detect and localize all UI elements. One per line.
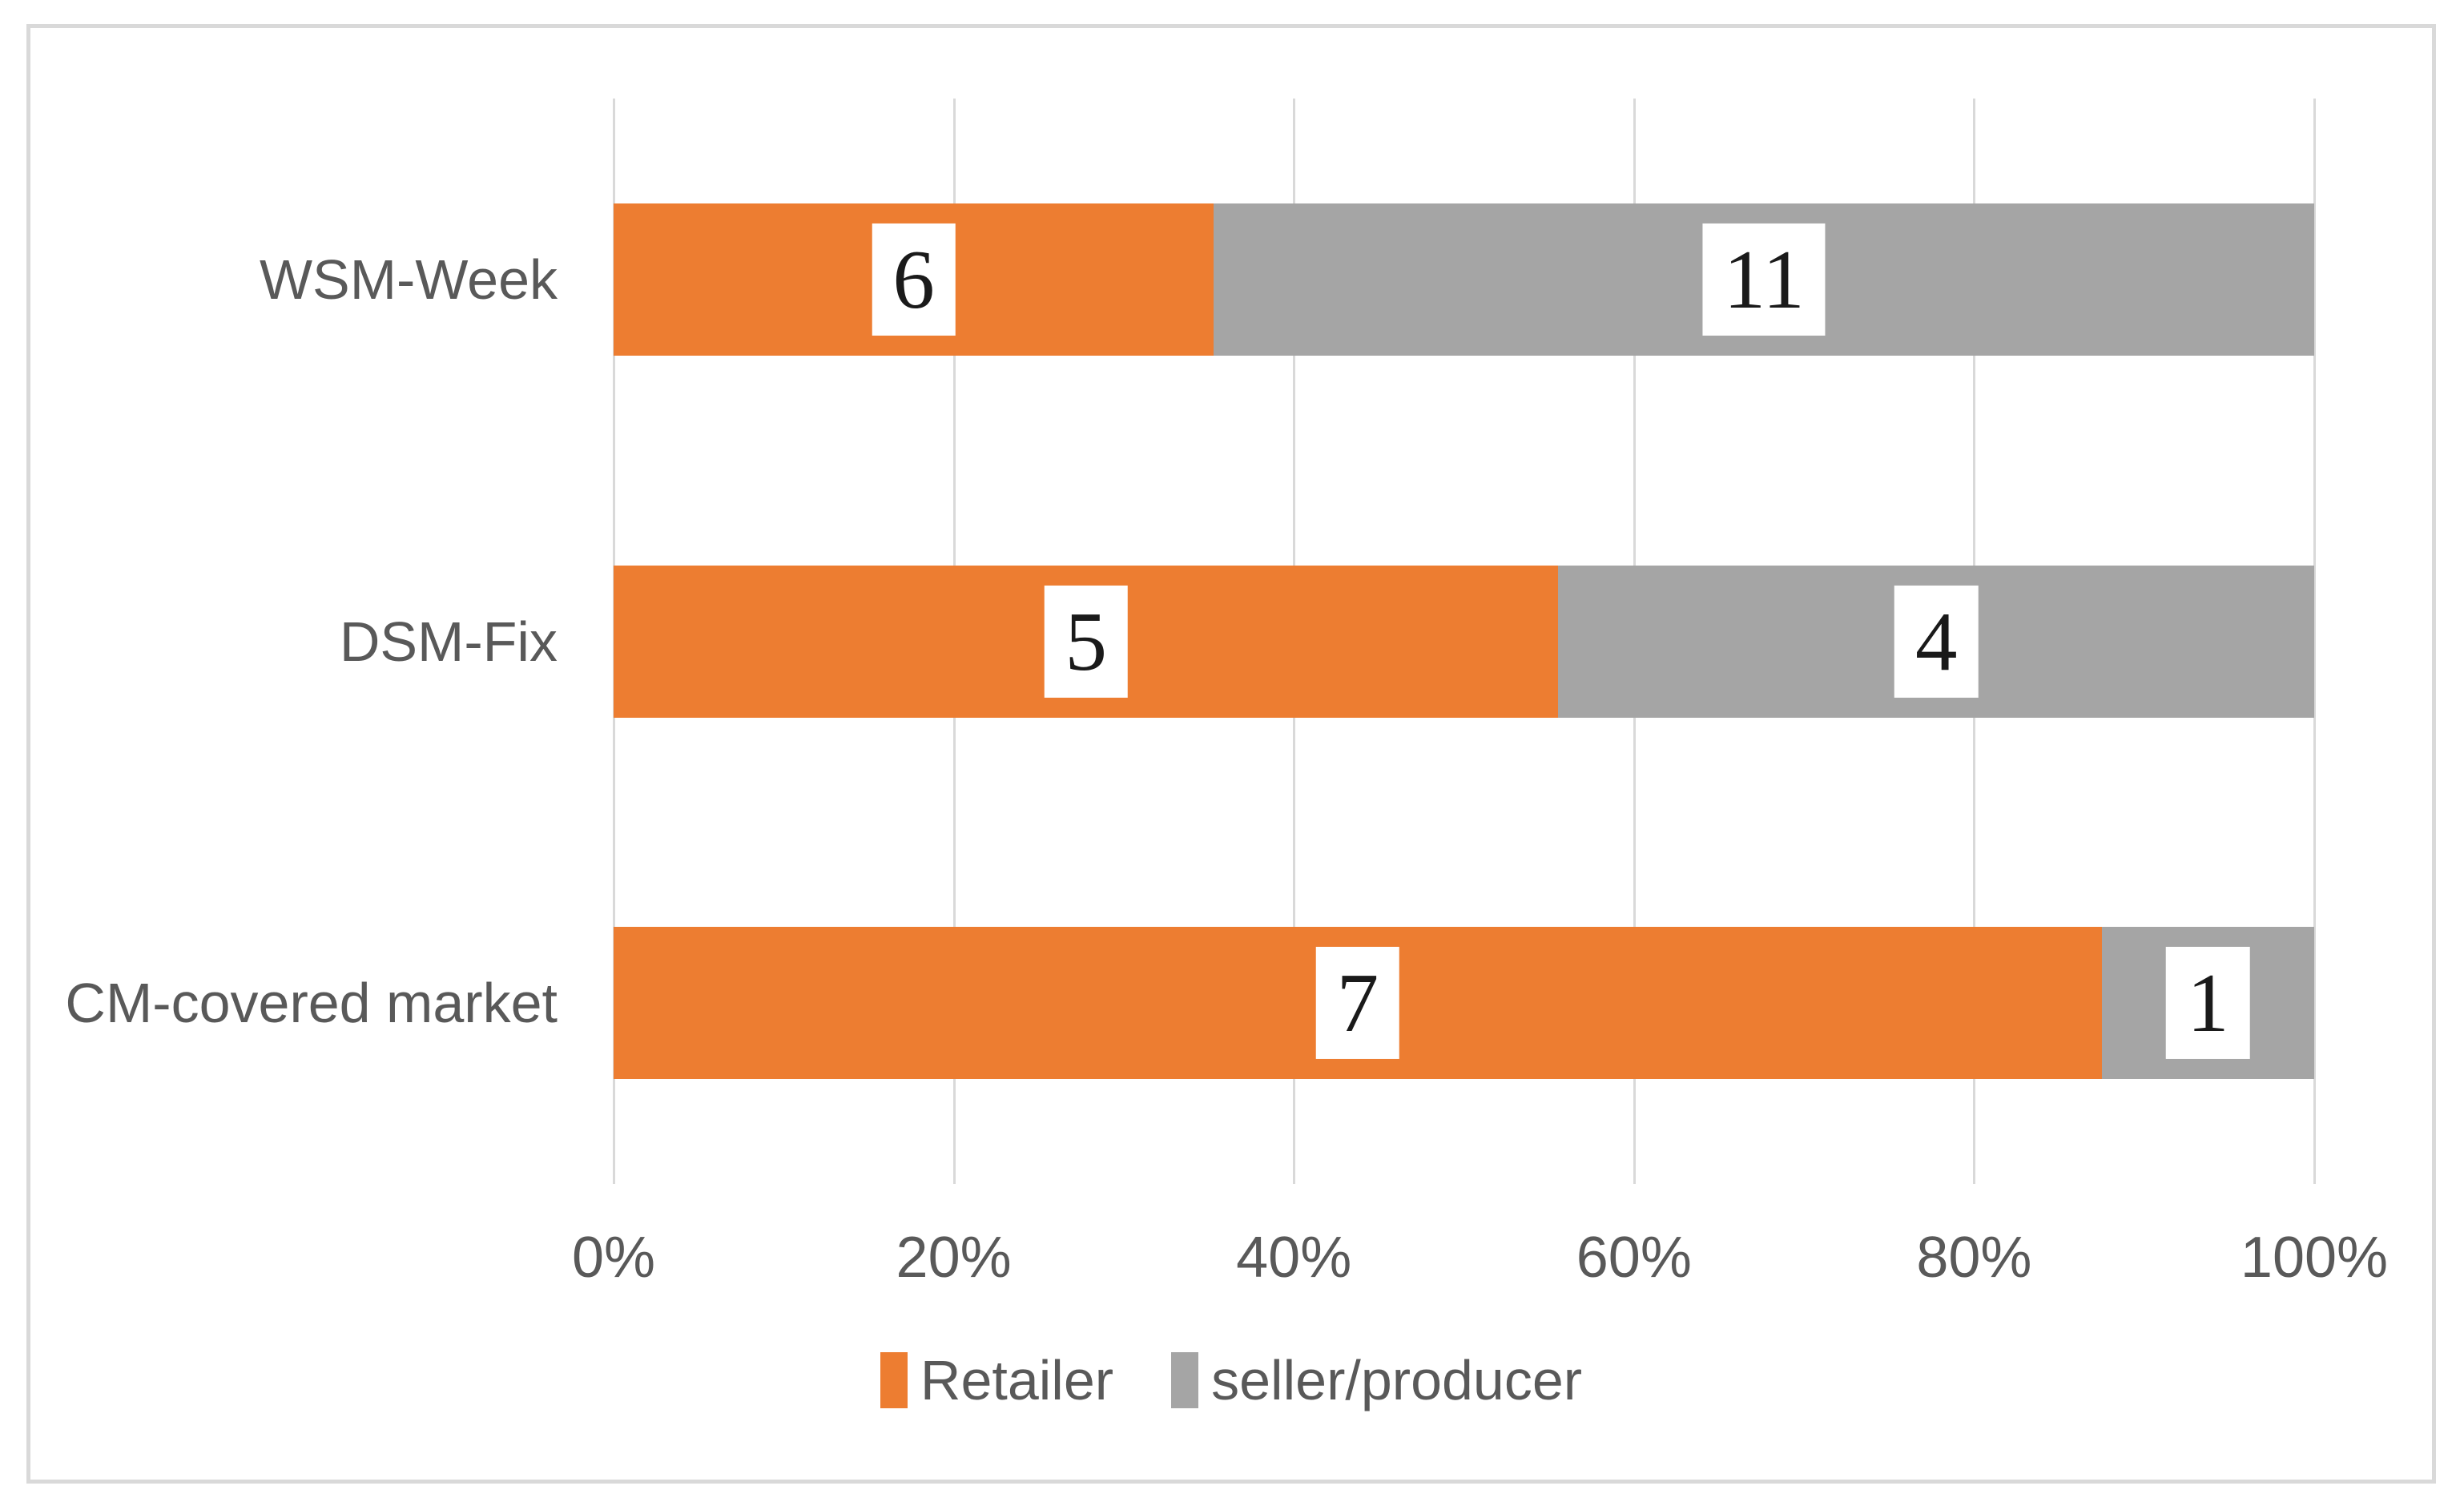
category-label: DSM-Fix [339,610,558,673]
category-label: WSM-Week [259,248,558,311]
x-axis-tick-label: 80% [1916,1226,2032,1290]
chart-frame: WSM-Week DSM-Fix CM-covered market 6 11 5 4 7 1… [26,24,2436,1484]
legend: Retailer seller/producer [30,1348,2432,1412]
legend-label: Retailer [920,1349,1114,1411]
data-label-retailer: 5 [1044,585,1128,698]
category-label: CM-covered market [65,972,558,1035]
data-label-retailer: 6 [872,223,956,336]
data-label-seller-producer: 1 [2166,947,2250,1060]
bar-row: 6 11 [614,203,2314,356]
x-axis-tick-label: 100% [2240,1226,2389,1290]
legend-swatch-icon [1171,1352,1199,1408]
legend-swatch-icon [880,1352,908,1408]
x-axis-tick-label: 0% [571,1226,656,1290]
data-label-seller-producer: 11 [1702,223,1826,336]
x-axis-tick-label: 40% [1236,1226,1352,1290]
category-axis: WSM-Week DSM-Fix CM-covered market [30,99,586,1184]
x-axis-tick-label: 60% [1576,1226,1692,1290]
legend-item-retailer: Retailer [880,1348,1113,1412]
data-label-retailer: 7 [1315,947,1400,1060]
x-axis: 0% 20% 40% 60% 80% 100% [572,1223,2388,1295]
gridline [2313,99,2316,1184]
data-label-seller-producer: 4 [1894,585,1979,698]
x-axis-tick-label: 20% [896,1226,1012,1290]
plot-area: 6 11 5 4 7 1 [613,99,2316,1184]
legend-item-seller-producer: seller/producer [1171,1348,1582,1412]
legend-label: seller/producer [1211,1349,1583,1411]
